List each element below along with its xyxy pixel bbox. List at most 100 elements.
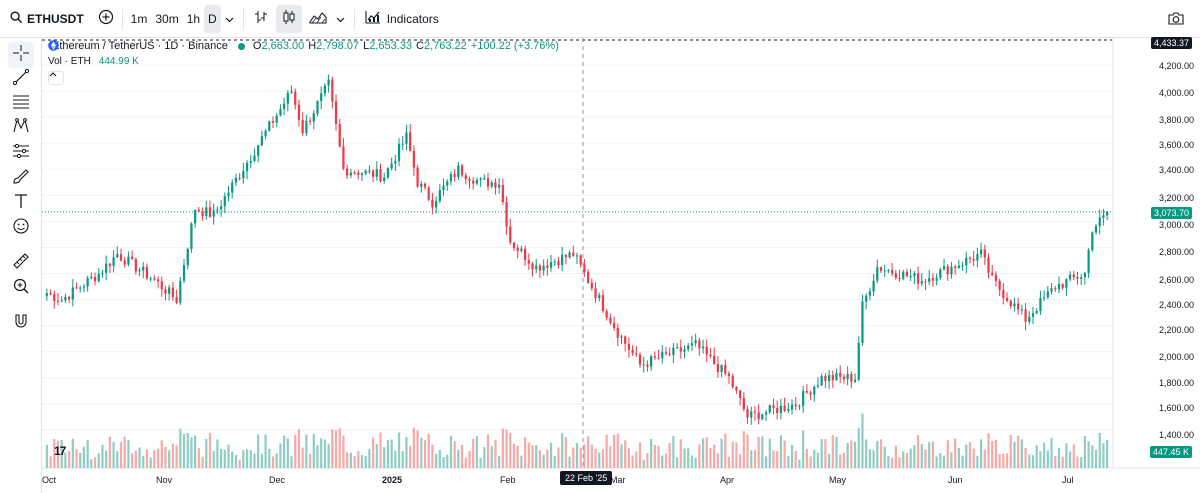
- timeframe-1h[interactable]: 1h: [186, 11, 201, 26]
- chart-legend: Ethereum / TetherUS · 1D · Binance O 2,66…: [48, 40, 563, 52]
- candle-body: [353, 172, 356, 174]
- candle-body: [294, 91, 297, 105]
- candle-body: [679, 347, 682, 352]
- candle-body: [761, 414, 764, 420]
- candle-body: [954, 266, 957, 269]
- forecast-tool[interactable]: [8, 140, 34, 166]
- candle-body: [979, 249, 983, 255]
- chevron-down-icon: [336, 12, 345, 26]
- candle-body: [950, 266, 953, 275]
- time-axis-label: Jun: [948, 475, 963, 485]
- volume-bar: [872, 450, 875, 468]
- timeframe-d[interactable]: D: [204, 4, 221, 33]
- area-style-button[interactable]: [304, 5, 332, 33]
- candle-body: [909, 276, 912, 278]
- candle-body: [412, 150, 415, 168]
- volume-bar: [683, 448, 686, 468]
- volume-bar: [983, 449, 986, 468]
- candle-body: [464, 175, 467, 180]
- candle-body: [475, 179, 479, 184]
- volume-bar: [612, 434, 616, 468]
- timeframe-1m[interactable]: 1m: [130, 11, 148, 26]
- volume-bar: [575, 443, 579, 468]
- chart-pane[interactable]: Ethereum / TetherUS · 1D · Binance O 2,66…: [42, 37, 1200, 493]
- volume-bar: [605, 434, 608, 468]
- volume-bar: [994, 439, 998, 468]
- volume-bar: [1076, 456, 1079, 468]
- pattern-tool[interactable]: [8, 115, 34, 141]
- sliders-icon: [12, 142, 30, 165]
- candle-body: [872, 280, 875, 292]
- volume-bar: [486, 434, 490, 468]
- volume-bar: [105, 450, 108, 468]
- volume-bar: [553, 455, 556, 468]
- fib-retracement-tool[interactable]: [8, 90, 34, 116]
- volume-bar: [305, 434, 308, 468]
- candle-body: [449, 174, 453, 182]
- candle-body: [839, 373, 842, 377]
- volume-bar: [197, 448, 200, 468]
- volume-bar: [883, 446, 886, 468]
- candle-body: [260, 136, 263, 146]
- candle-body: [802, 391, 805, 406]
- candle-body: [383, 177, 386, 181]
- volume-bar: [242, 450, 245, 468]
- candle-body: [1102, 215, 1105, 218]
- candle-body: [905, 271, 909, 277]
- candle-body: [731, 376, 734, 387]
- trend-line-tool[interactable]: [8, 66, 34, 92]
- volume-bar: [257, 434, 260, 468]
- candle-body: [961, 265, 964, 267]
- bars-style-button[interactable]: [248, 5, 274, 33]
- price-axis-label: 2,000.00: [1158, 352, 1194, 362]
- legend-low-value: 2,653.33: [369, 40, 413, 52]
- volume-bar: [616, 433, 619, 468]
- candle-body: [1046, 291, 1049, 298]
- text-tool[interactable]: [8, 190, 34, 216]
- volume-bar: [761, 436, 764, 468]
- magnet-tool[interactable]: [8, 310, 34, 336]
- volume-bar: [457, 449, 460, 468]
- candle-body: [753, 411, 757, 413]
- candles-style-button[interactable]: [275, 4, 302, 33]
- emoji-tool[interactable]: [8, 215, 34, 241]
- snapshot-button[interactable]: [1162, 5, 1190, 33]
- volume-bar: [672, 436, 675, 468]
- volume-bar: [138, 447, 141, 468]
- candle-body: [675, 347, 679, 349]
- candle-body: [635, 353, 638, 355]
- timeframe-dropdown-button[interactable]: [221, 5, 239, 33]
- candle-body: [735, 386, 738, 391]
- compare-add-button[interactable]: [94, 5, 118, 33]
- volume-bar: [475, 436, 479, 468]
- price-chart[interactable]: [42, 38, 1200, 493]
- collapse-legend-button[interactable]: [48, 71, 64, 85]
- tradingview-logo: 17: [54, 444, 66, 458]
- indicators-button[interactable]: Indicators: [359, 5, 445, 33]
- candle-body: [883, 270, 886, 272]
- brush-tool[interactable]: [8, 165, 34, 191]
- candle-body: [965, 257, 968, 266]
- zoom-in-tool[interactable]: [8, 275, 34, 301]
- volume-bar: [219, 448, 223, 468]
- symbol-search-button[interactable]: ETHUSDT: [6, 5, 88, 33]
- volume-bar: [186, 433, 189, 468]
- candle-body: [268, 121, 271, 131]
- volume-bar: [631, 455, 634, 468]
- candle-body: [646, 364, 649, 367]
- measure-tool[interactable]: [8, 250, 34, 276]
- candle-body: [1106, 211, 1109, 216]
- candle-body: [831, 375, 834, 381]
- candle-body: [846, 373, 849, 380]
- crosshair-tool[interactable]: [8, 42, 34, 68]
- volume-bar: [360, 455, 364, 468]
- candle-body: [642, 364, 645, 366]
- volume-bar: [535, 445, 538, 468]
- volume-bar: [416, 430, 419, 468]
- volume-bar: [190, 437, 193, 468]
- timeframe-30m[interactable]: 30m: [155, 11, 179, 26]
- chart-style-dropdown-button[interactable]: [332, 5, 350, 33]
- volume-bar: [946, 440, 949, 468]
- candle-body: [727, 373, 731, 377]
- volume-bar: [1072, 444, 1075, 468]
